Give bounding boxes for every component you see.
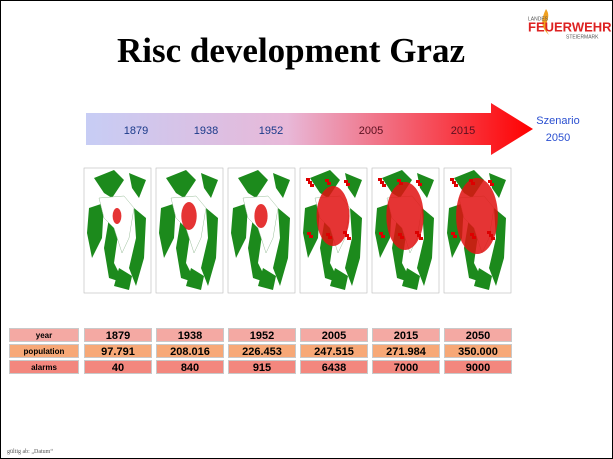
map-urban xyxy=(317,186,350,246)
map-spot xyxy=(307,232,311,235)
maps xyxy=(84,168,511,293)
map-spot xyxy=(452,181,456,184)
map-spot xyxy=(308,181,312,184)
map-spot xyxy=(306,178,310,181)
map-spot xyxy=(347,237,351,240)
map-spot xyxy=(325,179,329,182)
map-spot xyxy=(469,179,473,182)
map-spot xyxy=(344,180,348,183)
table-cell: 2015 xyxy=(372,328,440,342)
map-spot xyxy=(326,233,330,236)
table-cell: 40 xyxy=(84,360,152,374)
map-spot xyxy=(382,184,386,187)
map-spot xyxy=(415,231,419,234)
table-cell: 7000 xyxy=(372,360,440,374)
map-urban xyxy=(386,182,423,250)
map-spot xyxy=(418,183,422,186)
map-urban xyxy=(254,204,267,228)
map-image xyxy=(228,168,295,293)
map-spot xyxy=(471,182,475,185)
map-image xyxy=(84,168,151,293)
map-image xyxy=(156,168,223,293)
map-spot xyxy=(398,233,402,236)
row-label: year xyxy=(9,328,79,342)
map-spot xyxy=(309,235,313,238)
map-spot xyxy=(345,234,349,237)
map-spot xyxy=(381,235,385,238)
scenario-year: 2050 xyxy=(546,132,570,144)
table-cell: 208.016 xyxy=(156,344,224,358)
map-spot xyxy=(399,182,403,185)
row-label: population xyxy=(9,344,79,358)
table-cell: 915 xyxy=(228,360,296,374)
timeline-year: 1879 xyxy=(124,125,148,137)
table-cell: 2050 xyxy=(444,328,512,342)
slide-title: Risc development Graz xyxy=(1,31,581,71)
map-spot xyxy=(379,232,383,235)
table-cell: 1879 xyxy=(84,328,152,342)
table-cell: 6438 xyxy=(300,360,368,374)
map-image xyxy=(372,168,439,293)
map-spot xyxy=(346,183,350,186)
map-spot xyxy=(378,178,382,181)
table-cell: 226.453 xyxy=(228,344,296,358)
map-spot xyxy=(397,179,401,182)
table-cell: 247.515 xyxy=(300,344,368,358)
map-spot xyxy=(343,231,347,234)
map-spot xyxy=(470,233,474,236)
slide: LANDES FEUERWEHR STEIERMARK 187919381952… xyxy=(0,0,613,459)
map-urban xyxy=(181,202,196,230)
map-spot xyxy=(472,236,476,239)
timeline-year: 1938 xyxy=(194,125,218,137)
map-spot xyxy=(419,237,423,240)
table-cell: 271.984 xyxy=(372,344,440,358)
map-spot xyxy=(489,234,493,237)
table-cell: 350.000 xyxy=(444,344,512,358)
map-spot xyxy=(491,237,495,240)
map-spot xyxy=(328,236,332,239)
footer: gültig ab: „Datum“ xyxy=(7,449,53,455)
table-cell: 840 xyxy=(156,360,224,374)
map-spot xyxy=(450,178,454,181)
map-spot xyxy=(454,184,458,187)
map-spot xyxy=(380,181,384,184)
scenario-label: Szenario xyxy=(536,115,579,127)
map-spot xyxy=(453,235,457,238)
timeline-year: 2005 xyxy=(359,125,383,137)
table-cell: 9000 xyxy=(444,360,512,374)
map-spot xyxy=(488,180,492,183)
map-spot xyxy=(417,234,421,237)
map-spot xyxy=(487,231,491,234)
map-spot xyxy=(451,232,455,235)
map-image xyxy=(300,168,367,293)
table-cell: 2005 xyxy=(300,328,368,342)
map-spot xyxy=(490,183,494,186)
map-spot xyxy=(310,184,314,187)
map-spot xyxy=(327,182,331,185)
map-spot xyxy=(416,180,420,183)
map-image xyxy=(444,168,511,293)
map-spot xyxy=(400,236,404,239)
map-urban xyxy=(456,178,498,254)
map-urban xyxy=(113,208,122,224)
table-cell: 1938 xyxy=(156,328,224,342)
timeline-year: 2015 xyxy=(451,125,475,137)
table-cell: 1952 xyxy=(228,328,296,342)
timeline-year: 1952 xyxy=(259,125,283,137)
row-label: alarms xyxy=(9,360,79,374)
table-cell: 97.791 xyxy=(84,344,152,358)
